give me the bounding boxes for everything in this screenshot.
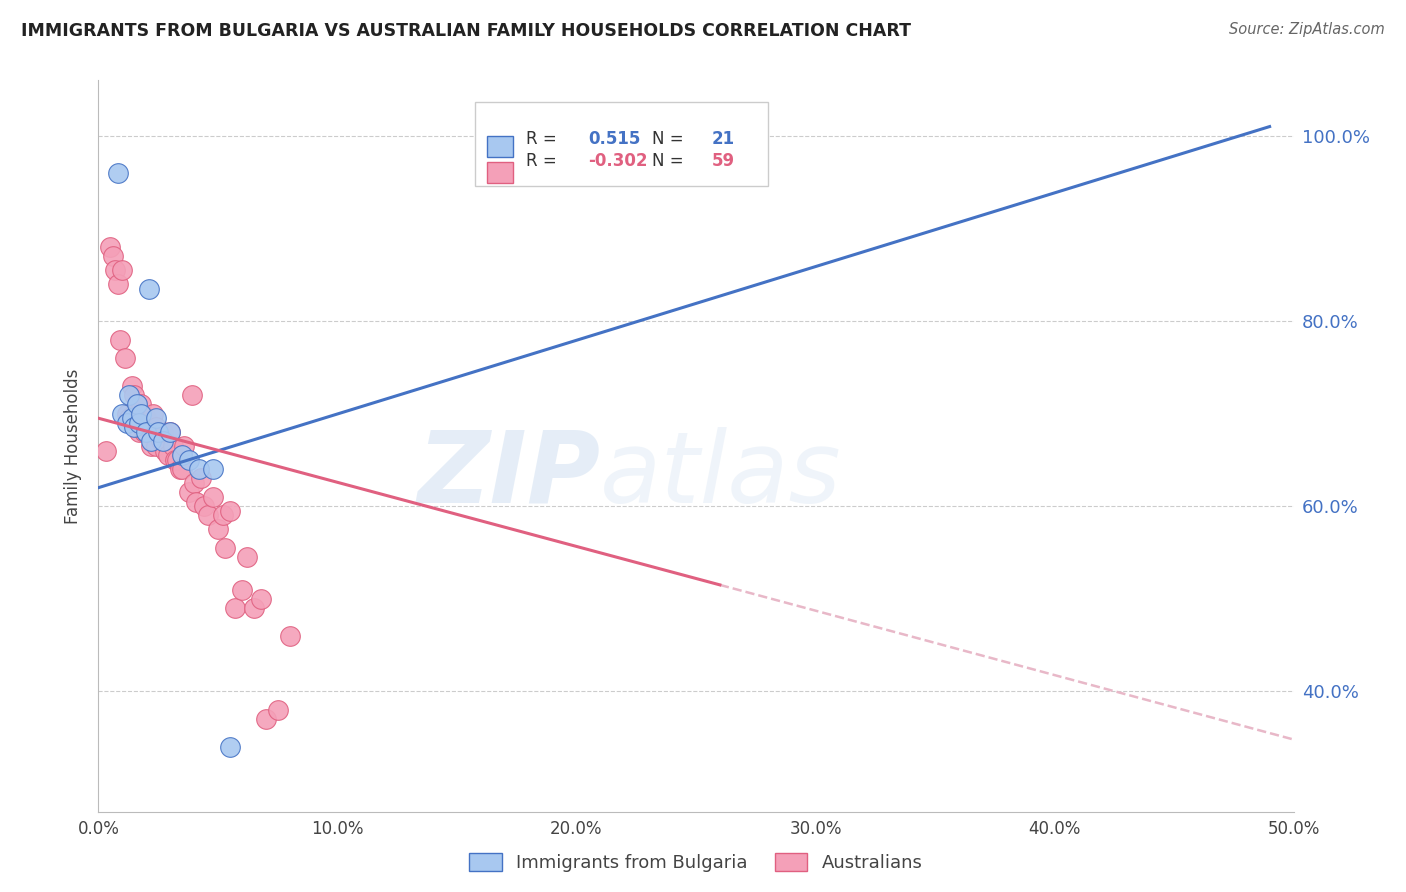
Point <box>142 407 165 421</box>
Point <box>118 388 141 402</box>
Point <box>121 379 143 393</box>
Point <box>179 485 201 500</box>
Point <box>148 425 170 439</box>
Point <box>121 411 143 425</box>
Point <box>139 434 162 449</box>
Point <box>107 166 129 180</box>
Text: -0.302: -0.302 <box>589 152 648 170</box>
Text: N =: N = <box>652 152 689 170</box>
Point <box>224 601 246 615</box>
Point <box>211 508 233 523</box>
Point <box>115 416 138 430</box>
Point <box>135 425 157 439</box>
Point <box>128 411 150 425</box>
Point <box>231 582 253 597</box>
Text: ZIP: ZIP <box>418 426 600 524</box>
Point <box>214 541 236 555</box>
Point <box>190 471 212 485</box>
Point <box>193 499 215 513</box>
Point <box>219 504 242 518</box>
Legend: Immigrants from Bulgaria, Australians: Immigrants from Bulgaria, Australians <box>470 854 922 872</box>
Point <box>131 416 153 430</box>
Point <box>207 522 229 536</box>
Point <box>172 462 194 476</box>
Point <box>243 601 266 615</box>
Point <box>169 462 191 476</box>
Point <box>179 453 201 467</box>
Text: Source: ZipAtlas.com: Source: ZipAtlas.com <box>1229 22 1385 37</box>
Point <box>173 439 195 453</box>
Point <box>139 425 162 439</box>
Point <box>152 434 174 449</box>
Point <box>250 591 273 606</box>
Point <box>104 263 127 277</box>
Text: IMMIGRANTS FROM BULGARIA VS AUSTRALIAN FAMILY HOUSEHOLDS CORRELATION CHART: IMMIGRANTS FROM BULGARIA VS AUSTRALIAN F… <box>21 22 911 40</box>
FancyBboxPatch shape <box>475 103 768 186</box>
Text: R =: R = <box>526 152 562 170</box>
Point <box>111 263 134 277</box>
Point <box>114 351 136 365</box>
Point <box>254 712 277 726</box>
Point <box>235 550 257 565</box>
Point <box>124 388 146 402</box>
Point <box>219 739 242 754</box>
Text: atlas: atlas <box>600 426 842 524</box>
Point <box>108 333 131 347</box>
Point <box>107 277 129 291</box>
Point <box>202 490 225 504</box>
Point <box>152 425 174 439</box>
Point <box>125 397 148 411</box>
Point <box>149 434 172 449</box>
Point <box>159 425 181 439</box>
Point <box>187 462 209 476</box>
Point <box>162 439 184 453</box>
Point <box>111 407 134 421</box>
Point <box>132 425 155 439</box>
Point <box>118 411 141 425</box>
Point <box>267 703 290 717</box>
Point <box>163 453 186 467</box>
Point <box>128 425 150 439</box>
Point <box>128 416 150 430</box>
Point <box>115 407 138 421</box>
Point <box>278 629 301 643</box>
Point <box>101 249 124 263</box>
Point <box>166 453 188 467</box>
Point <box>148 425 170 439</box>
Point <box>145 420 167 434</box>
Point <box>138 416 160 430</box>
Point <box>156 448 179 462</box>
FancyBboxPatch shape <box>486 136 513 157</box>
Point <box>186 494 208 508</box>
Point <box>94 443 117 458</box>
Point <box>183 476 205 491</box>
Text: 21: 21 <box>711 130 734 148</box>
Point <box>125 397 148 411</box>
Point <box>124 407 146 421</box>
Text: N =: N = <box>652 130 689 148</box>
Text: 59: 59 <box>711 152 734 170</box>
Y-axis label: Family Households: Family Households <box>65 368 83 524</box>
Point <box>145 411 167 425</box>
Point <box>131 397 153 411</box>
Point <box>159 425 181 439</box>
Point <box>145 439 167 453</box>
Point <box>202 462 225 476</box>
Point <box>155 443 177 458</box>
Point <box>131 407 153 421</box>
Text: R =: R = <box>526 130 562 148</box>
Point <box>138 282 160 296</box>
Text: 0.515: 0.515 <box>589 130 641 148</box>
Point <box>180 388 202 402</box>
Point <box>98 240 122 254</box>
Point <box>124 420 146 434</box>
Point <box>139 439 162 453</box>
Point <box>172 448 194 462</box>
Point <box>197 508 219 523</box>
FancyBboxPatch shape <box>486 162 513 184</box>
Point <box>135 425 157 439</box>
Point <box>135 411 157 425</box>
